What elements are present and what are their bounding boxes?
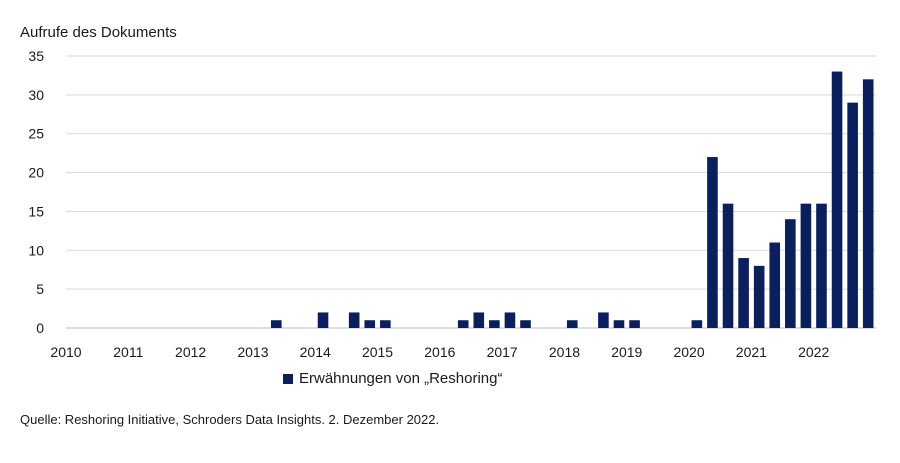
bar [707,157,718,328]
y-tick-label: 15 [28,203,44,219]
bar [831,71,843,329]
bar [613,320,625,328]
bar [598,312,609,328]
bar [566,320,578,328]
bar [489,320,500,328]
x-axis-ticks: 2010 2011 2012 2013 2014 2015 2016 2017 2018 2019… [50,344,829,360]
source-note: Quelle: Reshoring Initiative, Schroders … [20,412,440,427]
x-tick-label: 2010 [50,344,81,360]
y-tick-label: 0 [36,320,44,336]
bars [270,71,874,329]
bar [691,320,703,328]
bar [629,320,640,328]
y-axis-ticks: 0 5 10 15 20 25 30 35 [28,48,44,336]
bar [457,320,469,328]
bar [722,203,734,328]
bar [348,312,360,328]
legend: Erwähnungen von „Reshoring“ [283,370,502,387]
y-tick-label: 10 [28,242,44,258]
bar [769,242,781,328]
x-tick-label: 2011 [113,344,143,360]
legend-swatch [283,373,293,384]
x-tick-label: 2012 [175,344,206,360]
x-tick-label: 2017 [487,344,518,360]
x-tick-label: 2020 [673,344,704,360]
x-tick-label: 2014 [300,344,331,360]
y-axis-title: Aufrufe des Dokuments [20,24,177,41]
y-tick-label: 20 [28,165,44,181]
bar [847,102,858,328]
x-tick-label: 2021 [736,344,767,360]
bar [862,79,874,328]
bar [800,203,812,328]
gridlines [66,55,876,329]
x-tick-label: 2015 [362,344,393,360]
y-tick-label: 25 [28,126,44,142]
bar [738,258,749,328]
bar [520,320,531,328]
y-tick-label: 35 [28,48,44,64]
x-tick-label: 2018 [549,344,580,360]
y-tick-label: 30 [28,87,44,103]
bar [317,312,329,328]
bar [270,320,282,328]
bar [504,312,516,328]
y-tick-label: 5 [36,281,44,297]
x-tick-label: 2016 [424,344,455,360]
bar [380,320,391,328]
bar [753,265,765,328]
bar [816,203,827,328]
x-tick-label: 2019 [611,344,642,360]
bar [364,320,376,328]
legend-label: Erwähnungen von „Reshoring“ [299,370,503,387]
bar [473,312,485,328]
x-tick-label: 2013 [237,344,268,360]
bar [785,219,796,328]
x-tick-label: 2022 [798,344,829,360]
